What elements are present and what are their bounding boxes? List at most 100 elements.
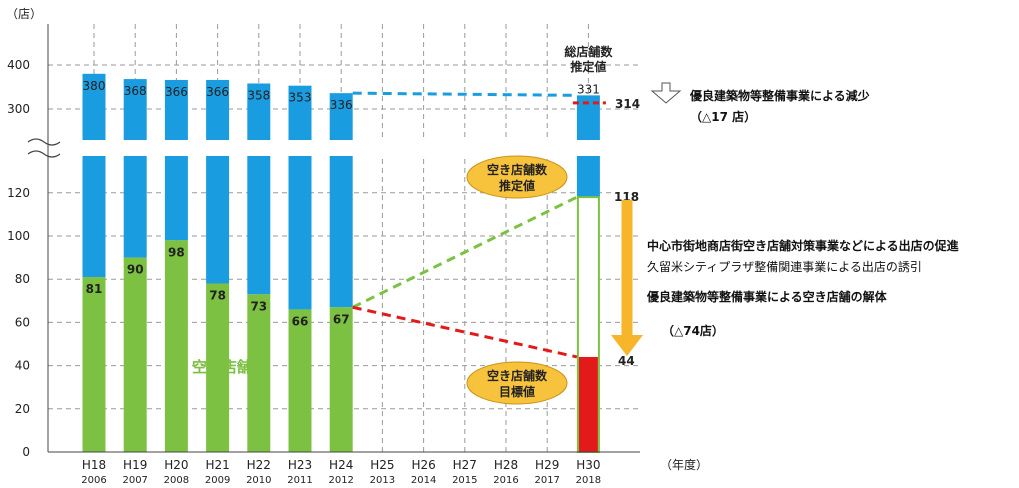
vacant-estimate-value: 118 [614, 190, 639, 204]
vacant-target-bubble [466, 361, 568, 405]
y-tick-label: 40 [15, 359, 30, 373]
total-value-label: 366 [165, 85, 188, 99]
y-tick-label: 120 [7, 186, 30, 200]
total-estimate-header: 総店舗数 [564, 44, 613, 59]
x-year-label: 2011 [287, 475, 312, 486]
y-tick-label: 400 [7, 58, 30, 72]
bar-total-upper [164, 79, 188, 140]
vacant-value-label: 98 [168, 245, 185, 259]
x-year-label: 2013 [370, 475, 395, 486]
bar-total-lower [82, 156, 106, 278]
vacant-value-label: 66 [292, 314, 309, 328]
bar-total-lower [206, 156, 230, 284]
y-tick-label: 80 [15, 272, 30, 286]
x-tick-label: H19 [123, 458, 147, 472]
vacant-target-bubble-text: 目標値 [499, 384, 535, 399]
annotation-decrease-count: （△17 店） [690, 109, 756, 124]
total-value-label: 380 [83, 79, 106, 93]
bar-total-lower [329, 156, 353, 308]
bar-h30-target [578, 356, 598, 452]
x-year-label: 2010 [246, 475, 271, 486]
vacant-estimate-bubble-text: 推定値 [499, 178, 535, 193]
y-tick-label: 100 [7, 229, 30, 243]
vacant-target-bubble-text: 空き店舗数 [487, 368, 548, 383]
annotation-measure-1: 中心市街地商店街空き店舗対策事業などによる出店の促進 [647, 238, 960, 253]
x-year-label: 2007 [122, 475, 147, 486]
total-value-label: 353 [289, 91, 312, 105]
x-tick-label: H20 [164, 458, 188, 472]
vacant-value-label: 78 [209, 289, 226, 303]
total-value-label: 358 [247, 88, 270, 102]
x-unit-label: （年度） [660, 457, 708, 472]
total-value-label: 366 [206, 85, 229, 99]
x-tick-label: H18 [82, 458, 106, 472]
bar-total-upper [288, 85, 312, 140]
vacant-value-label: 81 [86, 282, 103, 296]
axis-break-mark [27, 138, 61, 146]
total-estimate-value: 331 [577, 82, 600, 96]
x-tick-label: H21 [205, 458, 229, 472]
x-year-label: 2012 [328, 475, 353, 486]
y-tick-label: 20 [15, 402, 30, 416]
bar-total-upper [329, 93, 353, 140]
x-tick-label: H30 [576, 458, 600, 472]
x-year-label: 2009 [205, 475, 230, 486]
axis-break-mark [27, 150, 61, 158]
x-tick-label: H23 [288, 458, 312, 472]
trend-lines [352, 91, 606, 359]
x-tick-label: H24 [329, 458, 353, 472]
bar-vacant [164, 240, 188, 452]
x-tick-label: H26 [411, 458, 435, 472]
bar-total-upper [247, 83, 271, 140]
x-tick-label: H22 [247, 458, 271, 472]
bar-total-upper [82, 73, 106, 140]
bar-h30-total-upper [576, 95, 600, 140]
y-tick-label: 0 [22, 445, 30, 459]
trend-vacant-estimate-line [352, 195, 578, 309]
bar-vacant [247, 294, 271, 452]
decrease-arrow-icon [650, 82, 682, 104]
vacant-estimate-bubble-text: 空き店舗数 [487, 162, 548, 177]
bar-total-upper [206, 79, 230, 140]
labels: 380 81 368 90 366 98 366 78 358 73 353 66 336 67 0 20 40… [6, 7, 960, 486]
x-tick-label: H28 [494, 458, 518, 472]
bar-total-lower [288, 156, 312, 310]
x-year-label: 2018 [576, 475, 601, 486]
x-tick-label: H27 [453, 458, 477, 472]
x-year-label: 2014 [411, 475, 436, 486]
bar-total-lower [247, 156, 271, 295]
x-tick-label: H29 [535, 458, 559, 472]
annotation-decrease: 優良建築物等整備事業による減少 [689, 88, 870, 103]
x-year-label: 2017 [534, 475, 559, 486]
annotation-measure-2: 久留米シティプラザ整備関連事業による出店の誘引 [647, 259, 922, 274]
measure-arrow-head [611, 335, 643, 356]
bar-total-upper [123, 79, 147, 140]
vacant-target-value: 44 [618, 354, 635, 368]
annotation-measure-3: 優良建築物等整備事業による空き店舗の解体 [646, 289, 888, 304]
vacant-estimate-bubble [466, 155, 568, 199]
vacant-value-label: 90 [127, 263, 144, 277]
y-unit-label: （店） [6, 7, 42, 21]
bar-total-lower [164, 156, 188, 241]
trend-total-line [352, 91, 577, 97]
x-year-label: 2015 [452, 475, 477, 486]
bar-vacant [82, 277, 106, 452]
total-estimate-header: 推定値 [570, 59, 606, 74]
vacant-value-label: 67 [333, 312, 350, 326]
bar-h30-total-lower [576, 156, 600, 198]
total-value-label: 368 [124, 84, 147, 98]
trend-vacant-target-line [352, 305, 578, 359]
x-year-label: 2008 [164, 475, 189, 486]
x-year-label: 2016 [493, 475, 518, 486]
bars [82, 73, 600, 453]
bar-vacant [206, 283, 230, 452]
y-tick-label: 60 [15, 315, 30, 329]
y-tick-label: 300 [7, 102, 30, 116]
axis-break-band [0, 140, 1019, 156]
annotation-measure-4: （△74店） [662, 323, 724, 338]
bar-vacant [288, 309, 312, 452]
x-tick-label: H25 [370, 458, 394, 472]
axes [0, 24, 1019, 453]
series-label-vacant: 空き店舗数 [192, 358, 268, 376]
